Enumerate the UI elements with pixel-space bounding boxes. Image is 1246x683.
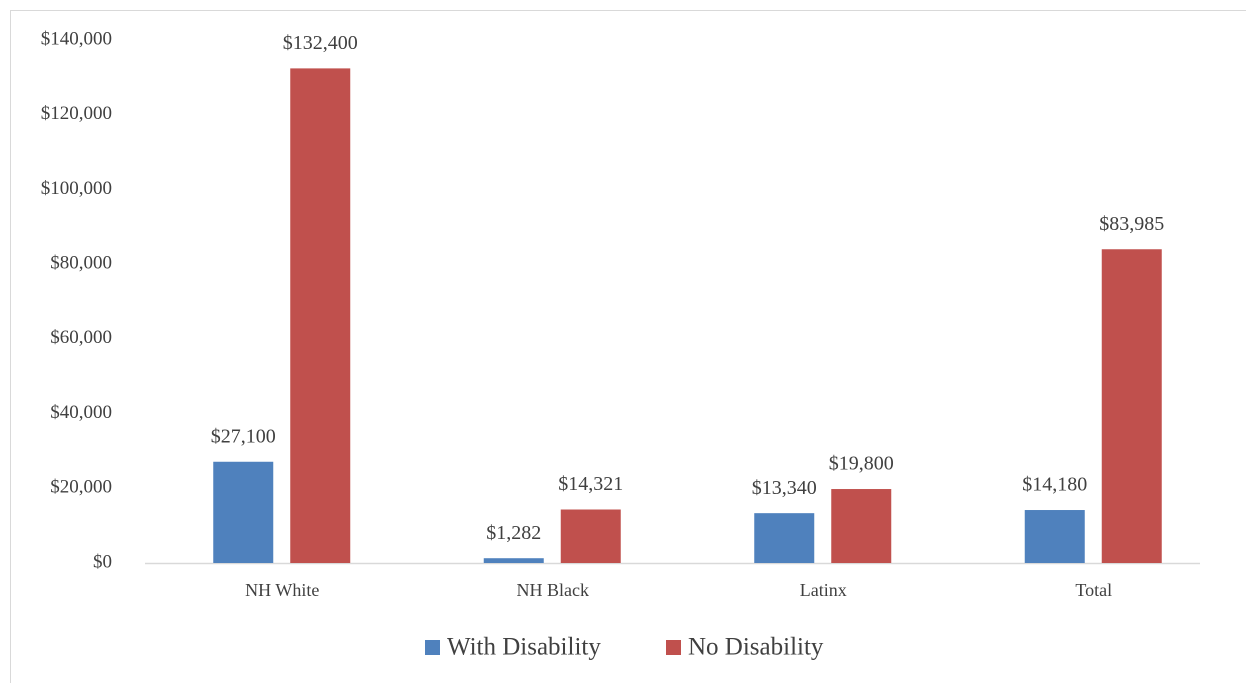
bar — [213, 461, 274, 563]
value-label: $1,282 — [486, 522, 541, 544]
x-tick-label: Latinx — [800, 580, 847, 600]
y-tick-label: $80,000 — [50, 253, 112, 274]
y-tick-label: $100,000 — [41, 178, 112, 199]
value-label: $19,800 — [829, 453, 894, 475]
bar — [483, 558, 544, 563]
y-tick-label: $60,000 — [50, 327, 112, 348]
value-label: $132,400 — [283, 32, 358, 54]
bar — [290, 68, 351, 564]
x-tick-label: NH Black — [517, 580, 589, 600]
bar — [560, 509, 621, 563]
x-tick-label: Total — [1075, 580, 1112, 600]
legend-swatch — [666, 640, 681, 655]
y-tick-label: $140,000 — [41, 28, 112, 49]
bar — [831, 489, 892, 563]
value-label: $13,340 — [752, 477, 817, 499]
value-label: $83,985 — [1099, 213, 1164, 235]
legend-swatch — [425, 640, 440, 655]
bar — [1024, 510, 1085, 563]
legend-label: With Disability — [447, 634, 601, 661]
y-tick-label: $0 — [93, 551, 112, 572]
value-label: $14,180 — [1022, 474, 1087, 496]
bar — [754, 513, 815, 563]
value-label: $14,321 — [558, 473, 623, 495]
chart-border — [10, 10, 1246, 683]
legend-label: No Disability — [688, 634, 824, 661]
y-tick-label: $20,000 — [50, 477, 112, 498]
bar — [1101, 249, 1162, 563]
value-label: $27,100 — [211, 425, 276, 447]
x-tick-label: NH White — [245, 580, 319, 600]
y-tick-label: $40,000 — [50, 402, 112, 423]
y-tick-label: $120,000 — [41, 103, 112, 124]
